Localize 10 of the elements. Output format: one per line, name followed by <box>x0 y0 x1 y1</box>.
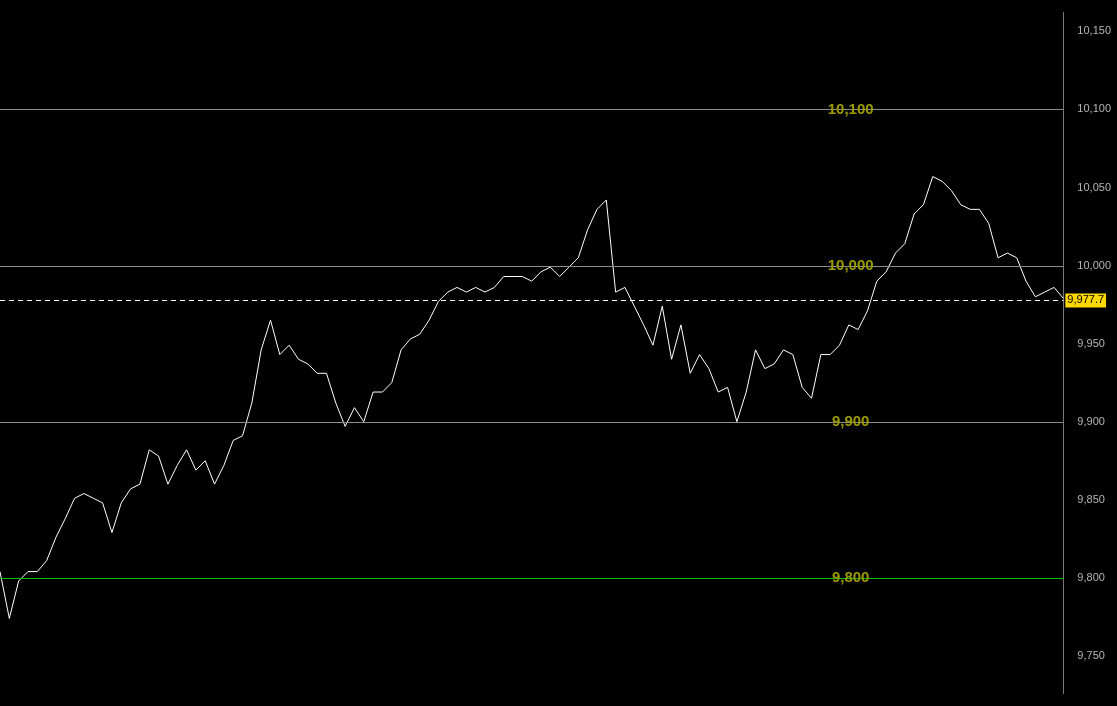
y-tick-label: 10,000 <box>1077 258 1112 271</box>
y-tick-label: 9,800 <box>1077 570 1105 583</box>
y-tick-label: 9,900 <box>1077 414 1105 427</box>
y-tick-label: 10,150 <box>1077 24 1112 37</box>
y-tick-label: 9,950 <box>1077 336 1105 349</box>
ref-line-label: 9,977.7 <box>1067 293 1105 306</box>
y-tick-label: 9,850 <box>1077 492 1105 505</box>
y-tick-label: 10,100 <box>1077 102 1112 115</box>
y-tick-label: 10,050 <box>1077 180 1112 193</box>
y-tick-label: 9,750 <box>1077 648 1105 661</box>
